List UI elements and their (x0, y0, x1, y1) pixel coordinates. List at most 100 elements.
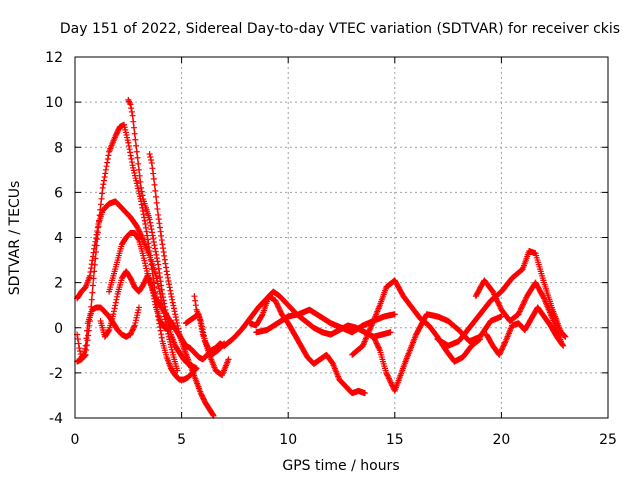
data-point (518, 304, 525, 311)
data-point (128, 105, 135, 112)
data-point (374, 343, 381, 350)
data-point (156, 220, 163, 227)
data-point (201, 335, 208, 342)
data-point (111, 305, 118, 312)
data-point (522, 297, 529, 304)
data-point (151, 298, 158, 305)
data-point (152, 248, 159, 255)
data-point (74, 336, 81, 343)
data-point (143, 228, 150, 235)
data-point (112, 302, 119, 309)
data-point (94, 228, 101, 235)
y-tick-label: 4 (54, 231, 63, 247)
data-point (99, 184, 106, 191)
data-point (136, 228, 143, 235)
data-point (104, 159, 111, 166)
data-point (172, 314, 179, 321)
data-point (153, 193, 160, 200)
series-arc10 (253, 306, 398, 336)
data-point (202, 338, 209, 345)
x-tick-label: 25 (599, 432, 617, 448)
data-point (171, 308, 178, 315)
y-tick-label: 0 (54, 321, 63, 337)
data-point (149, 229, 156, 236)
data-point (129, 112, 136, 119)
data-point (149, 289, 156, 296)
data-point (159, 241, 166, 248)
data-point (153, 251, 160, 258)
data-point (167, 290, 174, 297)
data-point (272, 297, 279, 304)
data-point (191, 293, 198, 300)
data-point (90, 275, 97, 282)
data-point (373, 340, 380, 347)
data-point (89, 257, 96, 264)
data-point (150, 175, 157, 182)
y-tick-label: 12 (45, 50, 63, 66)
data-point (130, 118, 137, 125)
data-point (134, 224, 141, 231)
data-point (200, 332, 207, 339)
data-point (205, 345, 212, 352)
data-point (134, 154, 141, 161)
data-point (273, 299, 280, 306)
data-point (163, 264, 170, 271)
data-point (135, 160, 142, 167)
data-point (384, 372, 391, 379)
series-arc11 (349, 277, 484, 365)
data-point (161, 252, 168, 259)
data-point (155, 216, 162, 223)
data-point (138, 188, 145, 195)
data-point (147, 222, 154, 229)
data-point (164, 274, 171, 281)
series-line (372, 313, 502, 392)
data-point (130, 124, 137, 131)
data-point (501, 340, 508, 347)
data-point (490, 290, 497, 297)
data-point (220, 341, 227, 348)
data-point (93, 235, 100, 242)
data-point (273, 300, 280, 307)
data-point (498, 347, 505, 354)
data-point (493, 296, 500, 303)
data-point (100, 177, 107, 184)
data-point (133, 223, 140, 230)
data-point (156, 224, 163, 231)
series-arc5 (106, 229, 228, 363)
data-point (138, 201, 145, 208)
data-point (150, 292, 157, 299)
data-point (148, 160, 155, 167)
data-point (135, 235, 142, 242)
data-point (561, 332, 568, 339)
data-point (209, 411, 216, 418)
series-arc9 (246, 293, 368, 397)
data-point (277, 308, 284, 315)
data-point (493, 295, 500, 302)
data-point (112, 299, 119, 306)
data-point (192, 297, 199, 304)
data-point (169, 321, 176, 328)
data-point (172, 311, 179, 318)
data-point (174, 367, 181, 374)
data-point (105, 327, 112, 334)
data-point (90, 249, 97, 256)
data-point (148, 226, 155, 233)
data-point (521, 298, 528, 305)
data-point (150, 235, 157, 242)
data-point (520, 300, 527, 307)
data-point (139, 192, 146, 199)
series-arc15 (483, 304, 567, 358)
data-point (91, 242, 98, 249)
data-point (88, 261, 95, 268)
data-point (519, 302, 526, 309)
data-point (168, 293, 175, 300)
data-point (158, 334, 165, 341)
data-point (387, 378, 394, 385)
data-point (202, 339, 209, 346)
data-point (153, 199, 160, 206)
data-point (170, 320, 177, 327)
data-point (500, 342, 507, 349)
data-point (84, 327, 91, 334)
x-tick-label: 5 (177, 432, 186, 448)
